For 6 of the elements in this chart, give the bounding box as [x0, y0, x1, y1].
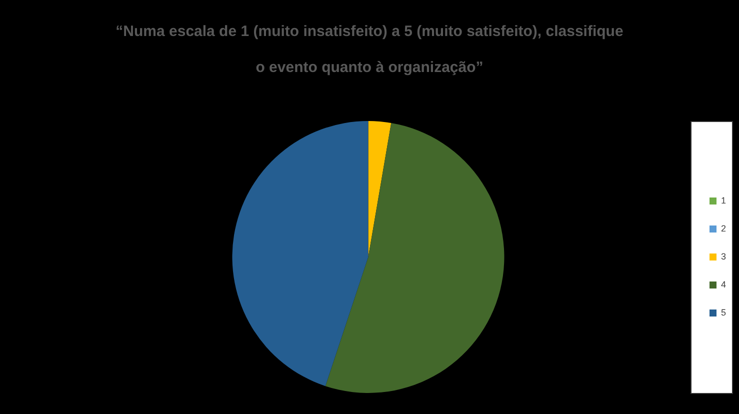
chart-title: “Numa escala de 1 (muito insatisfeito) a 5 (muito satisfeito), classifique o evento quanto à organização” [116, 23, 624, 76]
legend-label: 3 [720, 251, 726, 262]
legend-label: 5 [720, 307, 726, 318]
legend-label: 1 [720, 195, 726, 206]
legend-label: 2 [720, 223, 726, 234]
legend-label: 4 [720, 279, 726, 290]
